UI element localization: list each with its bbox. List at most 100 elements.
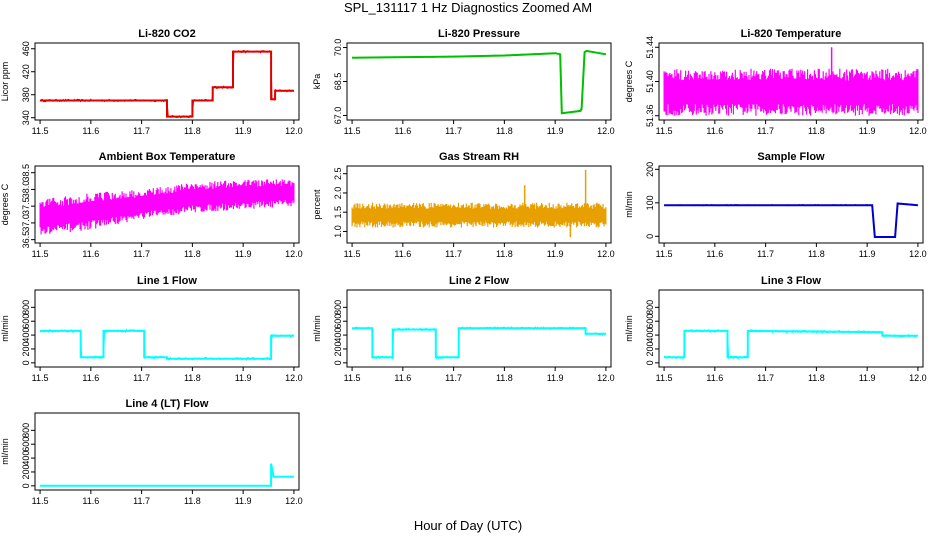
y-axis-label: kPa bbox=[312, 74, 322, 90]
series-noise bbox=[40, 468, 294, 487]
plot-frame bbox=[34, 412, 300, 491]
x-tick-label: 11.9 bbox=[859, 249, 876, 259]
x-tick-label: 12.0 bbox=[597, 373, 615, 383]
y-tick-label: 600 bbox=[21, 437, 31, 452]
x-tick-label: 11.8 bbox=[808, 373, 825, 383]
y-axis-label: ml/min bbox=[624, 191, 634, 218]
panel-title: Line 2 Flow bbox=[449, 275, 509, 287]
x-tick-label: 11.6 bbox=[82, 249, 99, 259]
y-axis-label: ml/min bbox=[0, 438, 10, 465]
x-tick-label: 11.8 bbox=[184, 249, 201, 259]
x-tick-label: 11.6 bbox=[394, 373, 411, 383]
y-tick-label: 400 bbox=[333, 328, 343, 343]
y-tick-label: 0 bbox=[645, 360, 655, 365]
x-tick-label: 11.6 bbox=[82, 126, 99, 136]
x-tick-label: 11.7 bbox=[133, 496, 150, 506]
y-tick-label: 200 bbox=[645, 162, 655, 177]
figure-title: SPL_131117 1 Hz Diagnostics Zoomed AM bbox=[343, 0, 593, 15]
panel-3: Ambient Box Temperature 11.5 11.6 11.7 11.8 1… bbox=[0, 151, 303, 259]
y-tick-label: 400 bbox=[645, 328, 655, 343]
plot-frame bbox=[346, 165, 612, 244]
y-axis-label: degrees C bbox=[0, 183, 10, 225]
x-tick-label: 11.5 bbox=[32, 373, 49, 383]
x-tick-label: 11.7 bbox=[133, 126, 150, 136]
x-tick-label: 11.6 bbox=[82, 373, 99, 383]
x-tick-label: 11.7 bbox=[445, 126, 462, 136]
series-noise bbox=[352, 50, 607, 114]
series-line bbox=[664, 329, 918, 359]
x-tick-label: 12.0 bbox=[909, 373, 927, 383]
y-tick-label: 38.5 bbox=[21, 164, 31, 182]
panel-5: Sample Flow 11.5 11.6 11.7 11.8 11.9 12.0 0 100 2… bbox=[624, 151, 927, 259]
series-noise bbox=[351, 325, 607, 360]
y-tick-label: 37.0 bbox=[21, 214, 31, 232]
y-axis-label: ml/min bbox=[0, 315, 10, 342]
y-tick-label: 800 bbox=[21, 300, 31, 315]
x-tick-label: 11.8 bbox=[496, 249, 513, 259]
panel-title: Line 4 (LT) Flow bbox=[126, 398, 209, 410]
series-noise bbox=[39, 328, 295, 361]
x-tick-label: 11.9 bbox=[547, 249, 564, 259]
y-tick-label: 460 bbox=[21, 41, 31, 56]
x-tick-label: 12.0 bbox=[285, 373, 303, 383]
y-tick-label: 68.5 bbox=[333, 73, 343, 91]
x-tick-label: 11.8 bbox=[808, 249, 825, 259]
x-tick-label: 12.0 bbox=[597, 249, 615, 259]
x-tick-label: 11.7 bbox=[757, 249, 774, 259]
x-tick-label: 11.5 bbox=[344, 249, 361, 259]
y-tick-label: 1.0 bbox=[333, 225, 343, 238]
x-tick-label: 11.6 bbox=[82, 496, 99, 506]
x-tick-label: 11.9 bbox=[859, 126, 876, 136]
x-tick-label: 11.9 bbox=[235, 496, 252, 506]
y-tick-label: 51.36 bbox=[645, 104, 655, 127]
series-line bbox=[40, 50, 294, 118]
x-tick-label: 11.6 bbox=[706, 126, 723, 136]
panel-4: Gas Stream RH 11.5 11.6 11.7 11.8 11.9 12.0 1.0… bbox=[312, 151, 615, 259]
plot-frame bbox=[346, 289, 612, 368]
series-noise bbox=[663, 202, 919, 238]
panel-title: Sample Flow bbox=[757, 151, 825, 163]
x-tick-label: 11.5 bbox=[32, 126, 49, 136]
y-tick-label: 800 bbox=[21, 423, 31, 438]
x-tick-label: 12.0 bbox=[909, 249, 927, 259]
x-tick-label: 11.5 bbox=[32, 249, 49, 259]
x-tick-label: 11.8 bbox=[184, 496, 201, 506]
y-tick-label: 340 bbox=[21, 110, 31, 125]
plot-frame bbox=[34, 42, 300, 121]
x-tick-label: 11.5 bbox=[32, 496, 49, 506]
x-tick-label: 11.6 bbox=[706, 373, 723, 383]
y-axis-label: ml/min bbox=[624, 315, 634, 342]
x-tick-label: 11.8 bbox=[184, 373, 201, 383]
series-band bbox=[663, 68, 919, 116]
x-tick-label: 11.8 bbox=[184, 126, 201, 136]
y-axis-label: Licor ppm bbox=[0, 62, 10, 102]
x-tick-label: 11.8 bbox=[496, 126, 513, 136]
y-tick-label: 2.0 bbox=[333, 187, 343, 200]
series-band bbox=[351, 202, 607, 228]
x-tick-label: 12.0 bbox=[285, 249, 303, 259]
y-tick-label: 600 bbox=[645, 314, 655, 329]
y-tick-label: 0 bbox=[333, 360, 343, 365]
y-tick-label: 200 bbox=[645, 341, 655, 356]
x-tick-label: 11.8 bbox=[496, 373, 513, 383]
panel-7: Line 2 Flow 11.5 11.6 11.7 11.8 11.9 12.0 0 2004… bbox=[312, 275, 615, 383]
panel-8: Line 3 Flow 11.5 11.6 11.7 11.8 11.9 12.0 0 2004… bbox=[624, 275, 927, 383]
x-tick-label: 11.6 bbox=[394, 126, 411, 136]
y-tick-label: 800 bbox=[645, 300, 655, 315]
series-line bbox=[664, 202, 918, 238]
y-tick-label: 67.0 bbox=[333, 107, 343, 125]
panel-9: Line 4 (LT) Flow 11.5 11.6 11.7 11.8 11.9 12.0… bbox=[0, 398, 303, 506]
x-tick-label: 11.7 bbox=[445, 373, 462, 383]
series-noise bbox=[39, 49, 295, 119]
plot-frame bbox=[658, 289, 924, 368]
plot-frame bbox=[346, 42, 612, 121]
y-tick-label: 2.5 bbox=[333, 167, 343, 180]
y-axis-label: percent bbox=[312, 189, 322, 220]
series-line bbox=[352, 327, 606, 359]
panel-title: Li-820 Temperature bbox=[741, 28, 842, 40]
panel-2: Li-820 Temperature 11.5 11.6 11.7 11.8 11.9 12… bbox=[624, 28, 927, 136]
x-tick-label: 11.5 bbox=[344, 373, 361, 383]
y-tick-label: 1.5 bbox=[333, 206, 343, 219]
y-tick-label: 38.0 bbox=[21, 181, 31, 199]
